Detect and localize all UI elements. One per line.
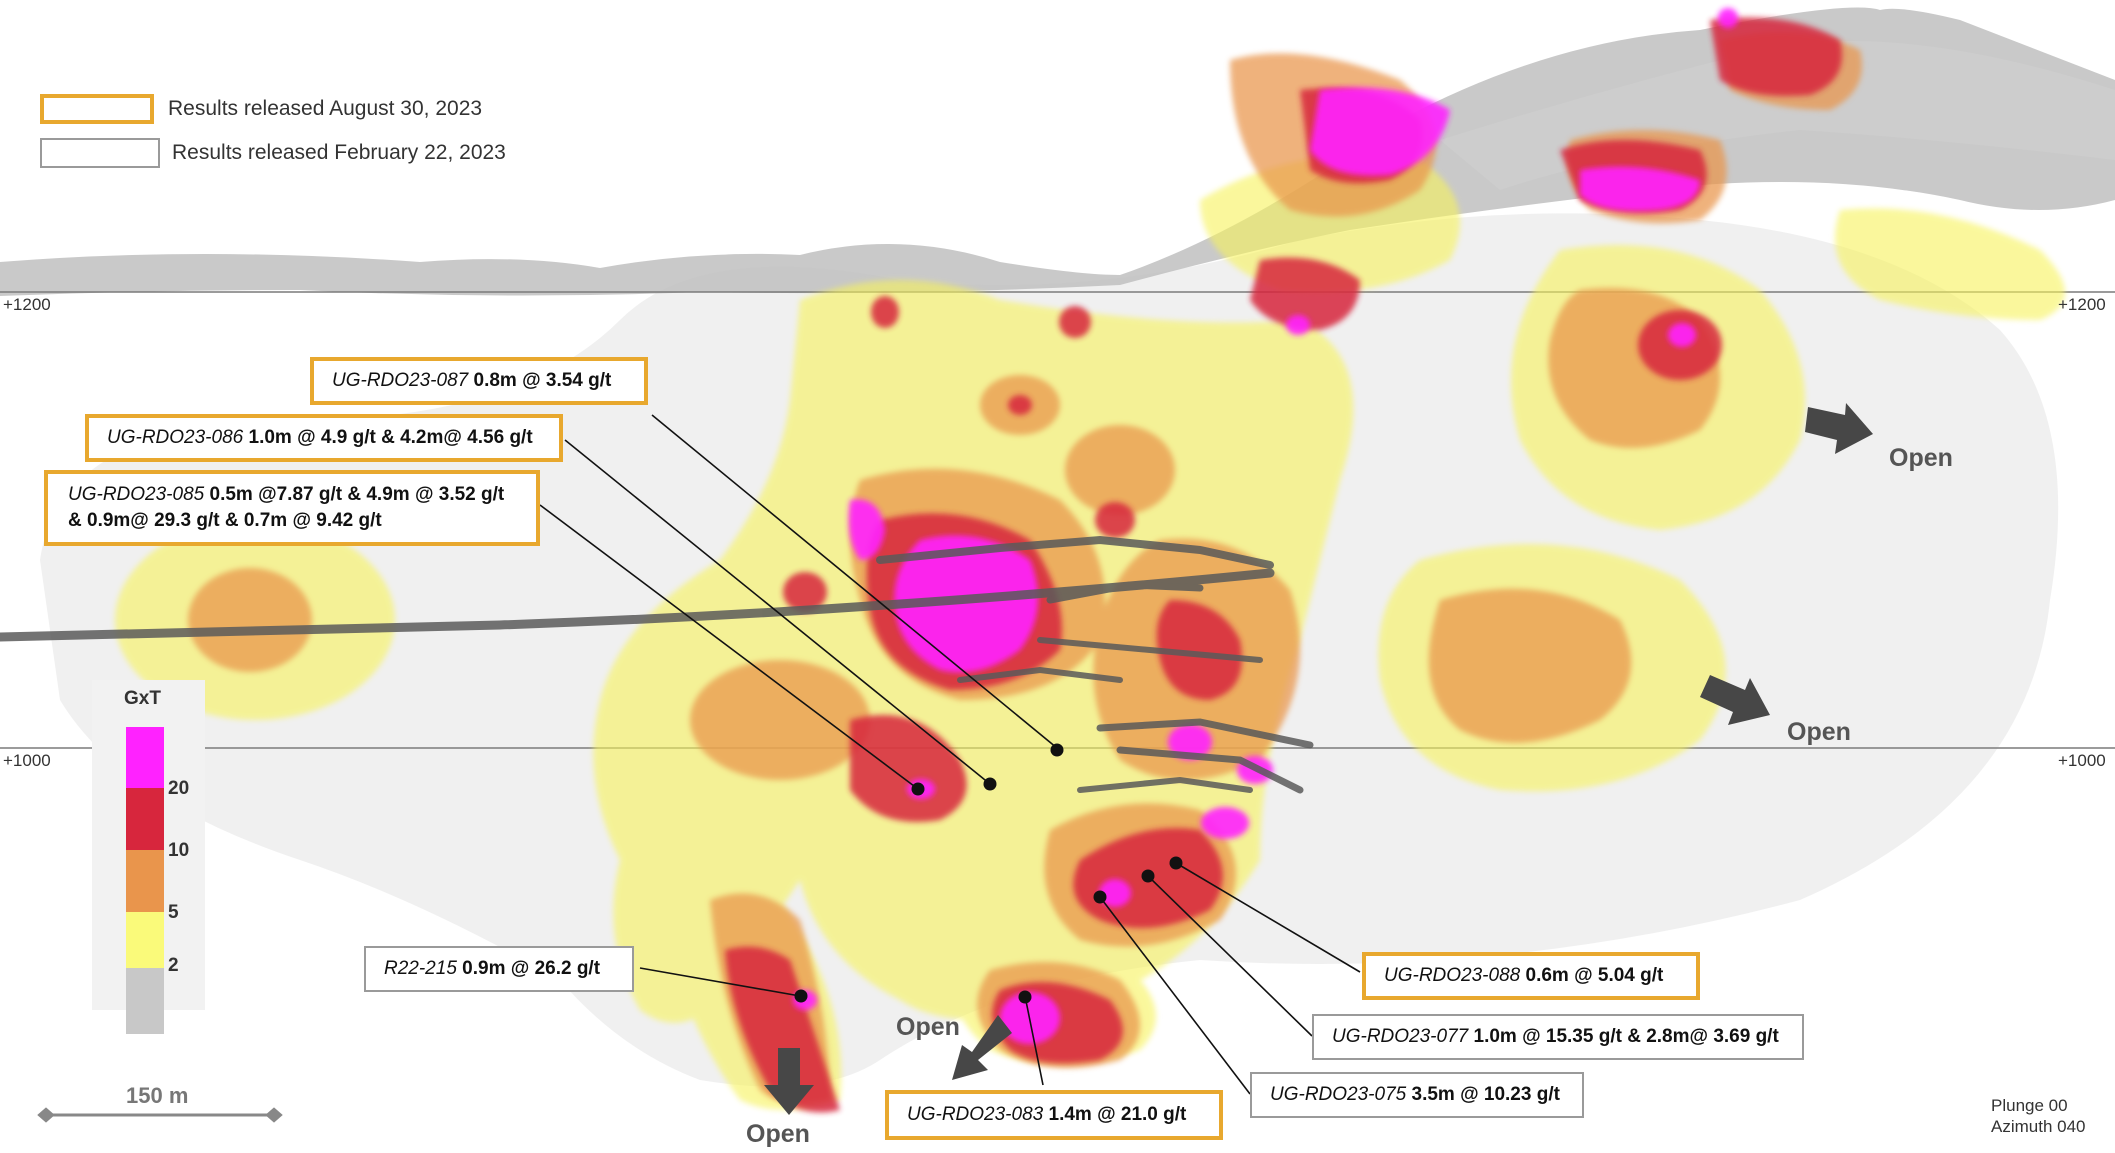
hole-id: UG-RDO23-075 [1270,1084,1407,1105]
callout-leaders [539,414,1361,1095]
hole-id: UG-RDO23-085 [68,484,205,505]
intercept-087 [1050,743,1064,757]
callout-ug-rdo23-085: UG-RDO23-085 0.5m @7.87 g/t & 4.9m @ 3.5… [44,470,540,546]
intercept-result-2: & 0.9m@ 29.3 g/t & 0.7m @ 9.42 g/t [68,510,382,531]
elevation-label-upper-right: +1200 [2058,295,2106,314]
callout-ug-rdo23-087: UG-RDO23-087 0.8m @ 3.54 g/t [310,357,648,405]
plunge-label: Plunge 00 [1991,1096,2068,1115]
gxt-legend-title: GxT [124,688,161,709]
open-label-bottom-left: Open [746,1120,810,1148]
drill-intercepts [794,743,1183,1004]
elevation-label-lower-right: +1000 [2058,751,2106,770]
scale-bar [37,1107,283,1123]
elevation-label-upper-left: +1200 [3,295,51,314]
legend-new-release: Results released August 30, 2023 [40,94,482,124]
open-arrow-bottom-center [952,1015,1012,1080]
scale-bar-label: 150 m [126,1083,189,1108]
hole-id: UG-RDO23-083 [907,1104,1044,1125]
hole-id: UG-RDO23-087 [332,370,469,391]
open-arrow-upper-right [1805,403,1873,454]
intercept-result: 0.9m @ 26.2 g/t [462,958,601,979]
hole-id: UG-RDO23-086 [107,427,244,448]
underground-workings [0,535,1314,794]
legend-label-old: Results released February 22, 2023 [172,141,506,164]
gxt-tick-2: 2 [168,955,179,976]
gxt-colorbar [92,680,205,1034]
legend-old-release: Results released February 22, 2023 [40,138,506,168]
intercept-083 [1018,990,1032,1004]
open-label-bottom-center: Open [896,1013,960,1041]
open-arrows [764,403,1873,1115]
open-label-upper-right: Open [1889,444,1953,472]
intercept-088 [1169,856,1183,870]
intercept-086 [983,777,997,791]
gxt-tick-10: 10 [168,840,190,861]
hole-id: UG-RDO23-077 [1332,1026,1469,1047]
intercept-077 [1141,869,1155,883]
view-orientation: Plunge 00 Azimuth 040 [1991,1095,2086,1137]
intercept-result: 1.0m @ 4.9 g/t & 4.2m@ 4.56 g/t [248,427,533,448]
open-label-mid-right: Open [1787,718,1851,746]
intercept-result: 0.5m @7.87 g/t & 4.9m @ 3.52 g/t [209,484,505,505]
hole-id: R22-215 [384,958,457,979]
intercept-r22-215 [794,989,808,1003]
intercept-085 [911,782,925,796]
intercept-result: 0.6m @ 5.04 g/t [1525,965,1664,986]
callout-r22-215: R22-215 0.9m @ 26.2 g/t [364,946,634,992]
callout-ug-rdo23-088: UG-RDO23-088 0.6m @ 5.04 g/t [1362,952,1700,1000]
legend-swatch-old [40,138,160,168]
intercept-result: 3.5m @ 10.23 g/t [1411,1084,1560,1105]
gxt-tick-20: 20 [168,778,190,799]
callout-ug-rdo23-077: UG-RDO23-077 1.0m @ 15.35 g/t & 2.8m@ 3.… [1312,1014,1804,1060]
open-arrow-mid-right [1700,675,1770,725]
intercept-075 [1093,890,1107,904]
grade-shell-20 [793,8,1738,1044]
intercept-result: 0.8m @ 3.54 g/t [473,370,612,391]
azimuth-label: Azimuth 040 [1991,1117,2086,1136]
gxt-tick-5: 5 [168,902,179,923]
callout-ug-rdo23-083: UG-RDO23-083 1.4m @ 21.0 g/t [885,1090,1223,1140]
elevation-label-lower-left: +1000 [3,751,51,770]
intercept-result: 1.0m @ 15.35 g/t & 2.8m@ 3.69 g/t [1473,1026,1779,1047]
legend-swatch-new [40,94,154,124]
intercept-result: 1.4m @ 21.0 g/t [1048,1104,1187,1125]
callout-ug-rdo23-075: UG-RDO23-075 3.5m @ 10.23 g/t [1250,1072,1584,1118]
callout-ug-rdo23-086: UG-RDO23-086 1.0m @ 4.9 g/t & 4.2m@ 4.56… [85,414,563,462]
open-arrow-bottom-left [764,1048,814,1115]
hole-id: UG-RDO23-088 [1384,965,1521,986]
legend-label-new: Results released August 30, 2023 [168,97,483,120]
